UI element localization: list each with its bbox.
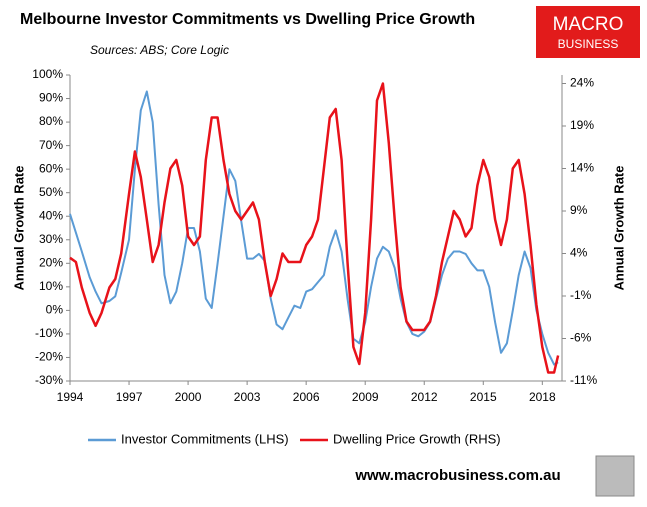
legend-label: Investor Commitments (LHS) (121, 431, 289, 446)
y2-tick-label: 4% (570, 246, 588, 260)
y-tick-label: -30% (35, 373, 63, 387)
wolf-icon (595, 455, 635, 497)
y-tick-label: 30% (39, 232, 63, 246)
logo-bottom: BUSINESS (558, 37, 619, 51)
y-tick-label: 10% (39, 279, 63, 293)
y-tick-label: 80% (39, 114, 63, 128)
y2-tick-label: 19% (570, 118, 594, 132)
logo-box (536, 6, 640, 58)
y2-tick-label: 24% (570, 76, 594, 90)
y-tick-label: 100% (32, 67, 63, 81)
y2-tick-label: -1% (570, 288, 592, 302)
subtitle: Sources: ABS; Core Logic (90, 43, 229, 57)
y2-tick-label: -6% (570, 331, 592, 345)
x-tick-label: 1994 (57, 390, 84, 404)
legend-label: Dwelling Price Growth (RHS) (333, 431, 501, 446)
y-tick-label: 70% (39, 138, 63, 152)
y2-tick-label: 9% (570, 203, 588, 217)
series-line (69, 90, 559, 366)
series-line (69, 82, 560, 374)
y-tick-label: -10% (35, 326, 63, 340)
x-tick-label: 2000 (175, 390, 202, 404)
y2-axis-label: Annual Growth Rate (611, 166, 626, 291)
y-tick-label: -20% (35, 350, 63, 364)
y-axis-label: Annual Growth Rate (11, 166, 26, 291)
x-tick-label: 2018 (529, 390, 556, 404)
y-tick-label: 60% (39, 161, 63, 175)
footer: www.macrobusiness.com.au (354, 467, 560, 484)
y-tick-label: 50% (39, 185, 63, 199)
logo-top: MACRO (553, 14, 624, 35)
y2-tick-label: 14% (570, 161, 594, 175)
x-tick-label: 2012 (411, 390, 438, 404)
y-tick-label: 20% (39, 255, 63, 269)
x-tick-label: 1997 (116, 390, 143, 404)
y-tick-label: 40% (39, 208, 63, 222)
x-tick-label: 2006 (293, 390, 320, 404)
x-tick-label: 2015 (470, 390, 497, 404)
x-tick-label: 2009 (352, 390, 379, 404)
y2-tick-label: -11% (570, 373, 597, 387)
chart-title: Melbourne Investor Commitments vs Dwelli… (20, 11, 475, 28)
y-tick-label: 90% (39, 91, 63, 105)
y-tick-label: 0% (46, 303, 64, 317)
x-tick-label: 2003 (234, 390, 261, 404)
